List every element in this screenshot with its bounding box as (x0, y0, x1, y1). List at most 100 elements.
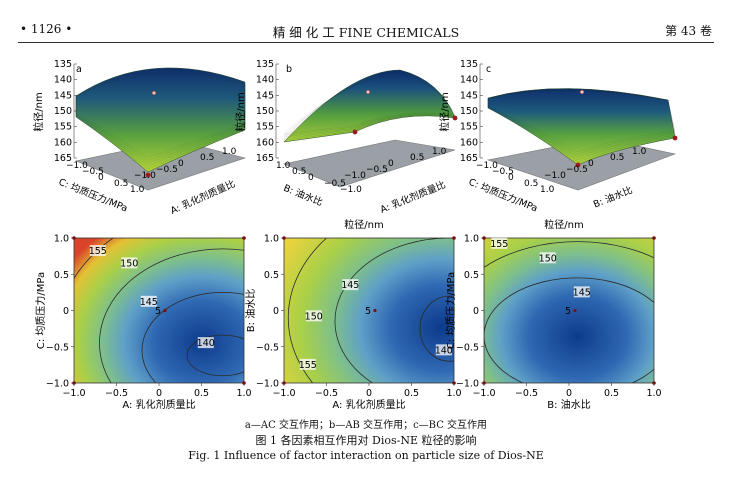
panel-label: b (286, 64, 292, 75)
center-point (573, 308, 577, 313)
contour-label: 145 (140, 297, 158, 308)
center-point-label: 5 (155, 306, 161, 317)
volume-label: 第 43 卷 (665, 24, 712, 38)
x-axis-label: A: 乳化剂质量比 (169, 178, 237, 217)
y-tick-label: 1.0 (540, 185, 555, 195)
y-tick-label: 0 (473, 306, 479, 317)
surface-mesh-line (283, 72, 456, 139)
panel-legend-caption: a—AC 交互作用；b—AB 交互作用；c—BC 交互作用 (244, 420, 488, 431)
contour-line (484, 241, 654, 268)
surface-mesh-line (283, 75, 456, 134)
x-tick-label: −0.5 (566, 165, 588, 175)
x-tick-label: −1.0 (544, 171, 566, 181)
z-tick-label: 135 (54, 59, 72, 70)
contour-label-bg (573, 286, 590, 298)
z-axis-label: 粒径/nm (32, 92, 45, 131)
heatmap-fill (484, 238, 654, 383)
contour-label-bg (197, 337, 214, 349)
x-tick-label: 0 (156, 388, 162, 399)
surface-mesh-line (487, 89, 676, 161)
z-tick-label: 150 (54, 106, 72, 117)
panel-label: c (486, 64, 491, 75)
x-tick-label: −0.5 (366, 165, 388, 175)
contour-line (186, 334, 244, 377)
y-tick-label: 0.5 (54, 270, 69, 281)
x-axis-label: A: 乳化剂质量比 (332, 398, 405, 411)
surface-panel-c: 135140145150155160165粒径/nmc−1.0−0.500.51… (438, 59, 678, 231)
surface-mesh-line (75, 69, 246, 170)
contour-lines (484, 241, 654, 383)
x-tick-label: 0.5 (610, 153, 624, 163)
surface-floor (282, 139, 456, 188)
surface-mesh-line (487, 90, 676, 155)
x-tick-label: 1.0 (236, 388, 251, 399)
z-tick-label: 160 (54, 137, 72, 148)
contour-label: 155 (89, 246, 107, 257)
surface-mesh-line (283, 71, 456, 141)
x-tick-label: −0.5 (105, 388, 128, 399)
x-tick-label: −0.5 (315, 388, 338, 399)
x-tick-label: −1.0 (62, 388, 85, 399)
y-tick-label: −1.0 (476, 161, 498, 171)
center-point (373, 308, 377, 313)
figure-caption-cn: 图 1 各因素相互作用对 Dios-NE 粒径的影响 (255, 434, 477, 447)
contour-lines (74, 238, 244, 383)
contour-label: 150 (120, 258, 138, 269)
z-axis-label: 粒径/nm (438, 92, 451, 131)
surface-subtitle: 粒径/nm (544, 218, 583, 231)
z-tick-label: 140 (460, 75, 478, 86)
response-surface (283, 69, 456, 143)
z-tick-label: 155 (54, 122, 72, 133)
y-tick-label: 1.0 (54, 234, 69, 245)
response-surface (75, 67, 246, 173)
surface-mesh-line (283, 74, 456, 136)
z-tick-label: 145 (460, 90, 478, 101)
contour-panel-a: 155 150 145 140 5 −1.0 −0.5 0 0.5 1.0 1.0 0.5 0 −0.5 −… (34, 234, 252, 412)
figure-caption-en: Fig. 1 Influence of factor interaction o… (188, 449, 544, 462)
y-axis-label: B: 油水比 (282, 182, 325, 209)
y-tick-label: 0 (63, 306, 69, 317)
contour-line (99, 248, 244, 383)
contour-label: 150 (305, 311, 323, 322)
y-axis-label: C: 均质压力/MPa (34, 272, 47, 349)
z-tick-label: 165 (256, 153, 274, 164)
design-point (452, 236, 456, 240)
design-point (575, 162, 581, 168)
surface-mesh-line (487, 90, 676, 153)
x-tick-label: 1.0 (446, 388, 461, 399)
y-tick-label: −0.5 (82, 167, 104, 177)
surface-mesh-line (75, 71, 246, 164)
x-axis-label: B: 油水比 (547, 398, 590, 411)
x-tick-label: 1.0 (222, 147, 237, 157)
z-tick-label: 135 (256, 59, 274, 70)
surface-mesh-line (75, 72, 246, 161)
z-tick-label: 150 (460, 106, 478, 117)
x-tick-label: −0.5 (156, 165, 178, 175)
contour-label-bg (140, 295, 157, 307)
z-tick-label: 155 (256, 122, 274, 133)
y-tick-label: −0.5 (492, 167, 514, 177)
center-point (163, 308, 167, 313)
surface-mesh-line (487, 88, 676, 163)
design-point (242, 236, 246, 240)
x-tick-label: 0.5 (194, 388, 209, 399)
y-tick-label: −1.0 (340, 185, 362, 195)
y-tick-label: −0.5 (256, 342, 279, 353)
surface-mesh-line (487, 89, 676, 158)
z-tick-label: 155 (460, 122, 478, 133)
x-tick-label: −1.0 (134, 171, 156, 181)
y-tick-label: −1.0 (256, 379, 279, 390)
contour-label-bg (305, 310, 322, 322)
x-tick-label: −1.0 (344, 171, 366, 181)
x-tick-label: 0.5 (604, 388, 619, 399)
y-axis-label: B: 油水比 (244, 289, 257, 332)
y-tick-label: 0 (273, 306, 279, 317)
x-axis-label: A: 乳化剂质量比 (122, 398, 195, 411)
surface-mesh-line (75, 74, 246, 158)
response-surface (487, 88, 676, 166)
x-axis-label: A: 乳化剂质量比 (378, 179, 447, 216)
x-tick-label: 0 (366, 388, 372, 399)
surface-mesh-line (75, 70, 246, 167)
